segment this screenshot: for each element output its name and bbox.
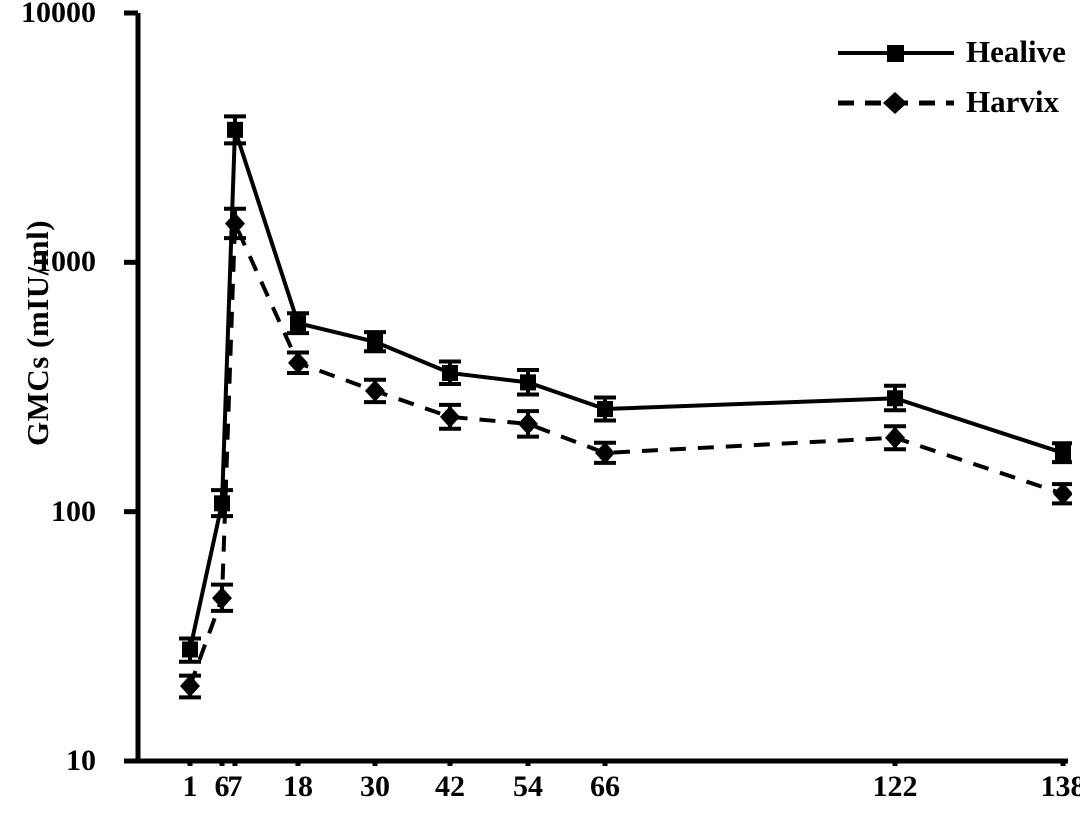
- y-tick-label: 1000: [36, 245, 96, 279]
- y-tick-label: 100: [51, 494, 96, 528]
- legend-label-harvix: Harvix: [966, 84, 1059, 119]
- y-tick-label: 10: [66, 744, 96, 777]
- x-tick-label: 54: [513, 770, 543, 803]
- legend-line-solid-square-icon: [838, 45, 954, 62]
- plot-area: [124, 6, 1072, 766]
- y-axis-tick-labels: 10000 1000 100 10: [0, 0, 96, 814]
- series-healive: [179, 114, 1072, 664]
- series-harvix: [179, 206, 1072, 700]
- x-tick-label: 66: [590, 770, 620, 803]
- x-tick-label: 30: [360, 770, 390, 803]
- legend-line-dashed-diamond-icon: [838, 92, 954, 114]
- legend-label-healive: Healive: [966, 34, 1066, 69]
- x-tick-label: 42: [435, 770, 465, 803]
- x-tick-label: 6: [214, 770, 230, 803]
- axis-lines: [124, 10, 1068, 766]
- y-tick-label: 10000: [21, 0, 96, 29]
- data-series-layer: [179, 114, 1072, 700]
- x-tick-label: 7: [227, 770, 243, 803]
- x-tick-label: 1: [182, 770, 198, 803]
- x-tick-label: 18: [283, 770, 313, 803]
- x-axis-tick-labels: 1 6 7 18 30 42 54 66 122 138: [124, 770, 1080, 814]
- x-tick-label: 138: [1040, 770, 1080, 803]
- x-tick-label: 122: [872, 770, 918, 803]
